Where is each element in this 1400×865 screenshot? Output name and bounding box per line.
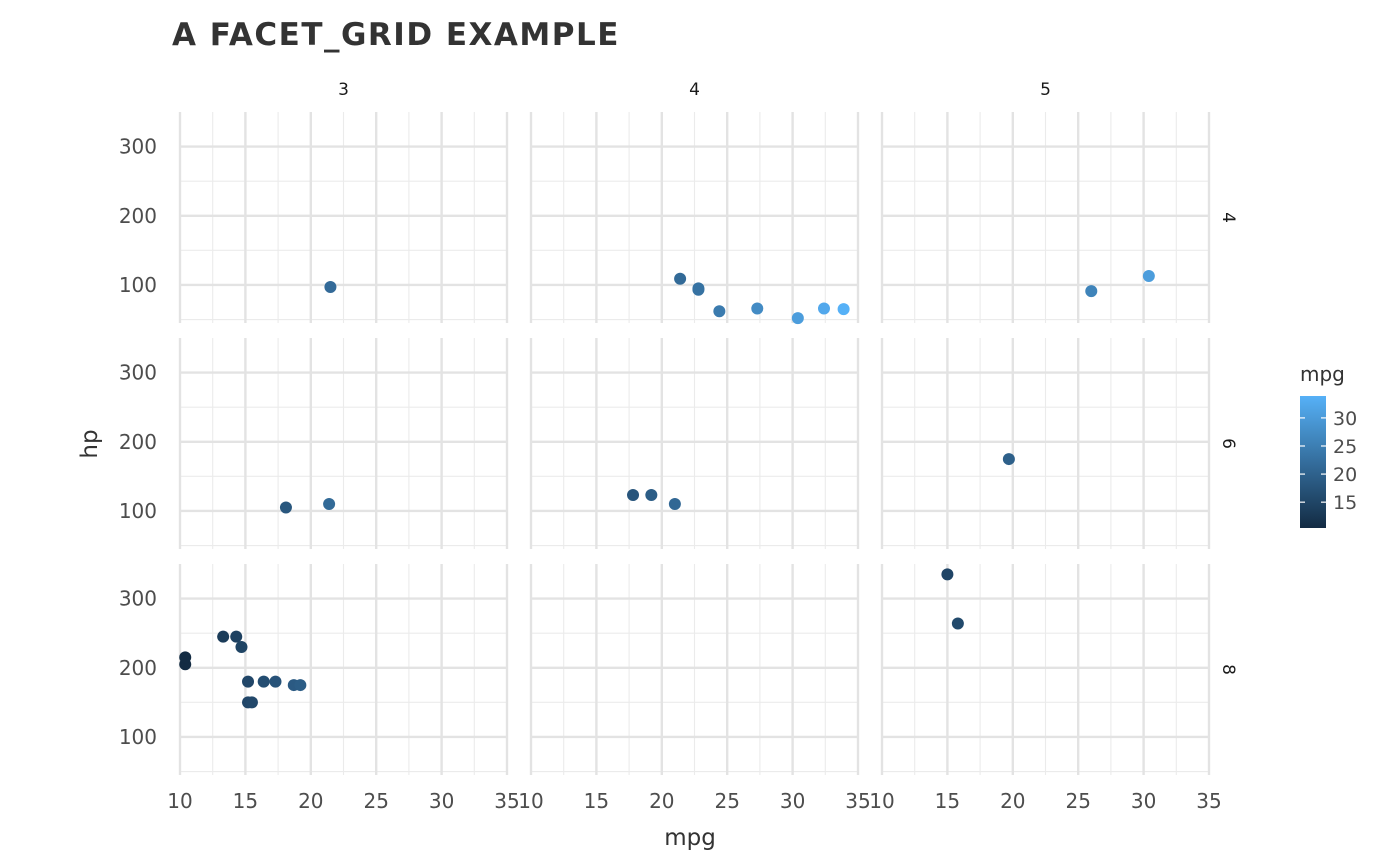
data-point [257,675,270,688]
data-point [1085,285,1098,298]
x-tick-label: 25 [363,789,388,813]
strip-row-label: 4 [1218,212,1238,223]
data-point [323,498,336,511]
y-tick-label: 100 [119,499,157,523]
data-point [668,498,681,511]
strip-row-label: 6 [1218,438,1238,449]
x-tick-label: 10 [167,789,192,813]
data-point [941,568,954,581]
strip-col-label: 3 [338,80,349,100]
panel-6-5 [880,338,1211,549]
color-legend: mpg 15 20 25 30 [1300,362,1357,528]
panel-4-3 [178,112,509,323]
legend-tick-label: 25 [1333,436,1357,458]
x-tick-label: 35 [1196,789,1221,813]
strip-col-label: 5 [1040,80,1051,100]
data-point [951,617,964,630]
data-point [791,312,804,325]
data-point [294,679,307,692]
data-point [837,303,850,316]
data-point [217,630,230,643]
y-axis-title: hp [77,429,103,458]
data-point [269,675,282,688]
panel-8-5 [880,564,1211,775]
y-tick-label: 100 [119,725,157,749]
x-tick-label: 10 [869,789,894,813]
x-tick-label: 25 [714,789,739,813]
data-point [230,630,243,643]
facet-strips: 3 4 5 4 6 8 [338,80,1238,675]
data-point [242,675,255,688]
x-tick-label: 35 [494,789,519,813]
legend-tick-label: 15 [1333,492,1357,514]
data-point [1002,453,1015,466]
data-point [751,302,764,315]
chart-title: A FACET_GRID EXAMPLE [172,17,620,53]
x-tick-label: 35 [845,789,870,813]
y-tick-label: 100 [119,273,157,297]
data-point [279,501,292,514]
data-point [235,641,248,654]
y-tick-label: 300 [119,587,157,611]
data-point [627,489,640,502]
panel-6-3 [178,338,509,549]
y-tick-label: 200 [119,430,157,454]
x-tick-label: 10 [518,789,543,813]
data-point [692,282,705,295]
x-tick-label: 25 [1065,789,1090,813]
panel-4-5 [880,112,1211,323]
x-axis-title: mpg [664,825,716,851]
data-point [713,305,726,318]
panels [178,112,1211,775]
y-tick-label: 300 [119,361,157,385]
panel-6-4 [529,338,860,549]
strip-row-label: 8 [1218,664,1238,675]
y-tick-label: 300 [119,135,157,159]
x-tick-label: 20 [298,789,323,813]
legend-tick-label: 20 [1333,464,1357,486]
x-tick-label: 30 [1131,789,1156,813]
y-tick-label: 200 [119,204,157,228]
x-tick-label: 30 [780,789,805,813]
y-tick-label: 200 [119,656,157,680]
x-tick-label: 20 [649,789,674,813]
data-point [1142,269,1155,282]
strip-col-label: 4 [689,80,700,100]
data-point [674,272,687,285]
x-tick-label: 20 [1000,789,1025,813]
x-tick-label: 15 [584,789,609,813]
legend-tick-label: 30 [1333,408,1357,430]
data-point [817,302,830,315]
data-point [324,281,337,294]
x-tick-label: 15 [233,789,258,813]
panel-8-4 [529,564,860,775]
legend-title: mpg [1300,362,1345,386]
x-tick-label: 30 [429,789,454,813]
data-point [245,696,258,709]
data-point [179,651,192,664]
x-tick-label: 15 [935,789,960,813]
data-point [645,489,658,502]
legend-colorbar [1300,396,1326,528]
panel-8-3 [178,564,509,775]
